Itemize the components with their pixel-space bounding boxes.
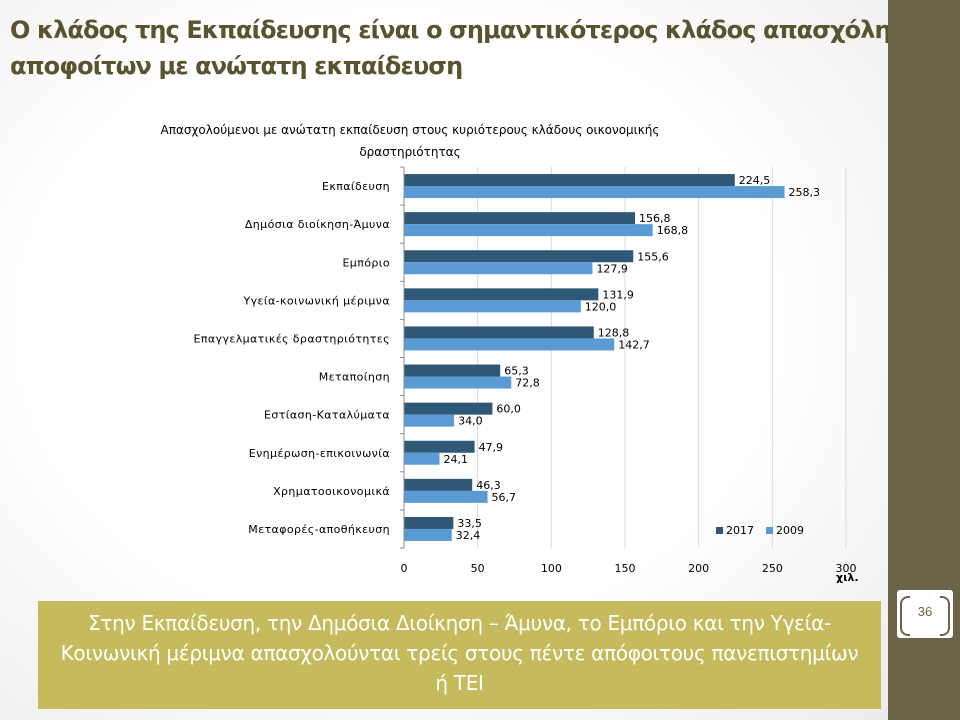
legend-swatch-2009 (766, 527, 773, 534)
bar-2009-9 (404, 528, 452, 541)
slide-background (0, 0, 888, 720)
data-label-2017-3: 131,9 (602, 288, 634, 301)
slide-title-line-2: αποφοίτων με ανώτατη εκπαίδευση (10, 52, 463, 80)
data-label-2009-3: 120,0 (585, 300, 617, 313)
page-number: 36 (917, 604, 933, 619)
bar-2017-6 (404, 402, 493, 415)
data-label-2009-2: 127,9 (596, 262, 628, 275)
data-label-2009-5: 72,8 (515, 377, 540, 390)
bar-2009-1 (404, 224, 653, 237)
data-label-2017-8: 46,3 (476, 479, 501, 492)
bar-2009-2 (404, 262, 593, 275)
category-label-1: Δημόσια διοίκηση-Άμυνα (245, 218, 390, 231)
data-label-2017-1: 156,8 (639, 212, 671, 225)
bar-2017-0 (404, 174, 735, 187)
x-tick-label-0: 0 (401, 562, 408, 575)
bar-2017-7 (404, 440, 475, 453)
data-label-2009-9: 32,4 (456, 529, 481, 542)
bar-2009-3 (404, 300, 581, 313)
x-tick-label-100: 100 (541, 562, 562, 575)
slide-title-line-1: Ο κλάδος της Εκπαίδευσης είναι ο σημαντι… (10, 16, 888, 44)
bar-2009-0 (404, 186, 785, 199)
bar-2009-7 (404, 452, 440, 465)
x-tick-label-150: 150 (615, 562, 636, 575)
data-label-2009-1: 168,8 (657, 224, 689, 237)
data-label-2017-6: 60,0 (496, 403, 521, 416)
bar-2017-4 (404, 326, 594, 339)
bar-2017-3 (404, 288, 599, 301)
data-label-2017-0: 224,5 (739, 174, 771, 187)
chart-title-line-1: Απασχολούμενοι με ανώτατη εκπαίδευση στο… (161, 123, 660, 137)
bar-2009-5 (404, 376, 512, 389)
x-tick-label-250: 250 (762, 562, 783, 575)
category-label-6: Εστίαση-Καταλύματα (264, 409, 390, 422)
bar-2017-1 (404, 212, 636, 225)
x-tick-label-50: 50 (471, 562, 485, 575)
data-label-2009-4: 142,7 (618, 338, 650, 351)
category-label-5: Μεταποίηση (319, 371, 390, 384)
x-tick-label-300: 300 (836, 562, 857, 575)
page-number-badge: 36 (897, 590, 953, 638)
data-label-2017-2: 155,6 (637, 250, 669, 263)
data-label-2009-7: 24,1 (444, 453, 469, 466)
bracket-left-decor (900, 596, 910, 636)
category-label-8: Χρηματοοικονομικά (273, 485, 390, 498)
bar-2017-9 (404, 516, 454, 529)
data-label-2017-9: 33,5 (457, 517, 482, 530)
category-label-4: Επαγγελματικές δραστηριότητες (194, 332, 390, 345)
data-label-2009-6: 34,0 (458, 415, 483, 428)
x-tick-label-200: 200 (688, 562, 709, 575)
data-label-2009-8: 56,7 (492, 491, 516, 504)
legend-swatch-2017 (716, 527, 723, 534)
data-label-2009-0: 258,3 (789, 186, 821, 199)
category-label-7: Ενημέρωση-επικοινωνία (249, 447, 390, 460)
data-label-2017-5: 65,3 (504, 365, 529, 378)
category-label-2: Εμπόριο (342, 256, 390, 269)
bar-2009-6 (404, 414, 455, 427)
category-label-9: Μεταφορές-αποθήκευση (248, 523, 390, 536)
slide-title: Ο κλάδος της Εκπαίδευσης είναι ο σημαντι… (10, 12, 888, 84)
data-label-2017-4: 128,8 (598, 326, 630, 339)
bar-2017-2 (404, 250, 634, 263)
summary-callout: Στην Εκπαίδευση, την Δημόσια Διοίκηση – … (38, 601, 881, 709)
category-label-0: Εκπαίδευση (322, 180, 390, 193)
chart-title-line-2: δραστηριότητας (359, 145, 460, 159)
category-label-3: Υγεία-κοινωνική μέριμνα (243, 294, 390, 307)
bar-2017-5 (404, 364, 501, 377)
bar-2009-8 (404, 490, 488, 503)
employment-bar-chart: Απασχολούμενοι με ανώτατη εκπαίδευση στο… (161, 123, 859, 584)
bar-2017-8 (404, 478, 473, 491)
data-label-2017-7: 47,9 (479, 441, 504, 454)
legend-label-2017: 2017 (726, 524, 754, 537)
bar-2009-4 (404, 338, 615, 351)
legend-label-2009: 2009 (776, 524, 804, 537)
x-unit-label: χιλ. (836, 571, 859, 584)
bracket-right-decor (940, 596, 950, 636)
